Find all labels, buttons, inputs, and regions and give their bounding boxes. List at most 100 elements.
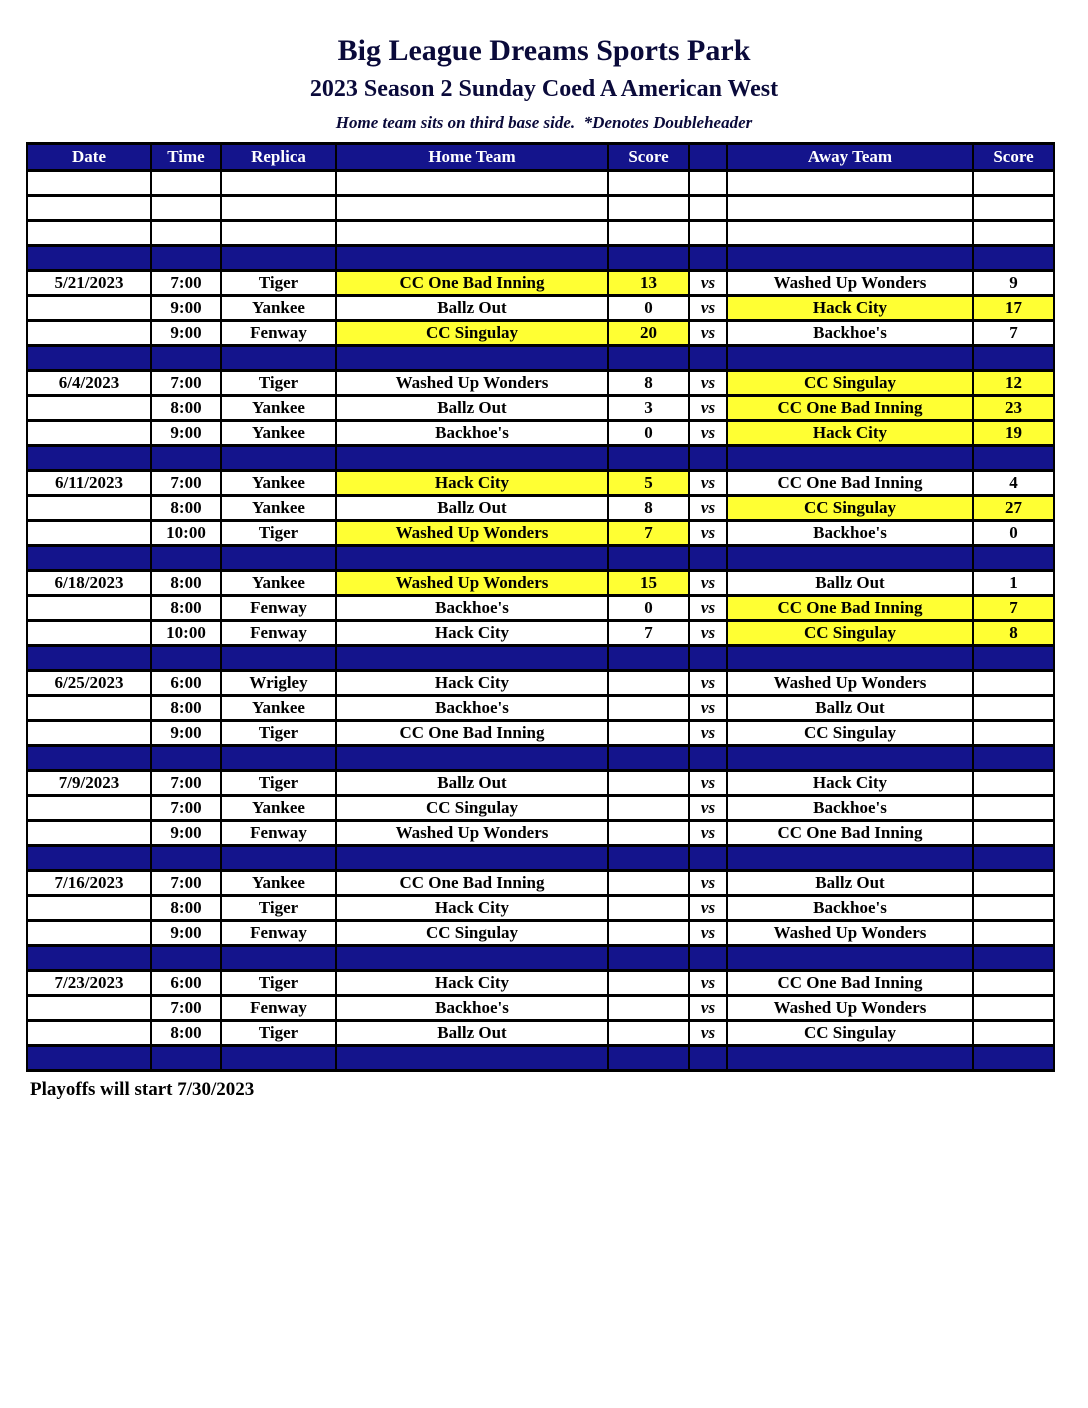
cell-replica: Yankee <box>220 294 337 322</box>
cell-home-score: 13 <box>607 269 690 297</box>
separator-row <box>26 244 1055 272</box>
game-row: 9:00 Yankee Backhoe's 0 vs Hack City 19 <box>26 419 1055 447</box>
cell-vs <box>688 169 728 197</box>
cell-away-score <box>972 1019 1055 1047</box>
cell-replica <box>220 219 337 247</box>
game-row: 9:00 Tiger CC One Bad Inning vs CC Singulay <box>26 719 1055 747</box>
cell-home-team <box>335 194 609 222</box>
cell-time: 6:00 <box>150 969 222 997</box>
cell-home-score <box>607 1044 690 1072</box>
cell-home-score <box>607 969 690 997</box>
cell-away-team <box>726 244 974 272</box>
cell-date: 6/4/2023 <box>26 369 152 397</box>
cell-away-team: Backhoe's <box>726 319 974 347</box>
cell-away-score <box>972 694 1055 722</box>
cell-home-team <box>335 744 609 772</box>
cell-away-score <box>972 219 1055 247</box>
cell-away-team: Backhoe's <box>726 519 974 547</box>
cell-vs: vs <box>688 794 728 822</box>
cell-home-score: 7 <box>607 619 690 647</box>
cell-away-team <box>726 944 974 972</box>
cell-replica: Fenway <box>220 594 337 622</box>
cell-time: 6:00 <box>150 669 222 697</box>
cell-vs: vs <box>688 519 728 547</box>
cell-time <box>150 344 222 372</box>
cell-away-team: Washed Up Wonders <box>726 994 974 1022</box>
cell-time: 9:00 <box>150 319 222 347</box>
cell-date: 6/25/2023 <box>26 669 152 697</box>
cell-away-team: Hack City <box>726 769 974 797</box>
cell-date: 7/23/2023 <box>26 969 152 997</box>
cell-time: 8:00 <box>150 494 222 522</box>
cell-home-team <box>335 944 609 972</box>
cell-away-team: Ballz Out <box>726 694 974 722</box>
separator-row <box>26 644 1055 672</box>
cell-replica <box>220 944 337 972</box>
cell-vs: vs <box>688 819 728 847</box>
cell-replica: Yankee <box>220 794 337 822</box>
separator-row <box>26 544 1055 572</box>
cell-away-team: Washed Up Wonders <box>726 669 974 697</box>
cell-date <box>26 919 152 947</box>
cell-home-team <box>335 244 609 272</box>
cell-away-score <box>972 1044 1055 1072</box>
cell-time: 8:00 <box>150 1019 222 1047</box>
cell-home-score: 0 <box>607 419 690 447</box>
cell-replica <box>220 344 337 372</box>
table-header-row: Date Time Replica Home Team Score Away T… <box>26 142 1055 172</box>
cell-away-score <box>972 169 1055 197</box>
cell-vs: vs <box>688 369 728 397</box>
cell-home-score <box>607 169 690 197</box>
cell-away-score: 7 <box>972 594 1055 622</box>
cell-replica: Fenway <box>220 319 337 347</box>
cell-home-score <box>607 894 690 922</box>
cell-home-score <box>607 1019 690 1047</box>
cell-vs: vs <box>688 419 728 447</box>
cell-away-score: 27 <box>972 494 1055 522</box>
cell-vs: vs <box>688 719 728 747</box>
cell-time: 7:00 <box>150 369 222 397</box>
cell-date <box>26 944 152 972</box>
game-row: 6/25/2023 6:00 Wrigley Hack City vs Washed Up… <box>26 669 1055 697</box>
cell-replica: Fenway <box>220 994 337 1022</box>
cell-time <box>150 194 222 222</box>
cell-replica: Yankee <box>220 469 337 497</box>
cell-home-score <box>607 719 690 747</box>
cell-home-score <box>607 944 690 972</box>
cell-replica <box>220 644 337 672</box>
cell-away-score <box>972 794 1055 822</box>
cell-home-score <box>607 819 690 847</box>
cell-replica: Tiger <box>220 969 337 997</box>
cell-away-team <box>726 444 974 472</box>
cell-away-score <box>972 719 1055 747</box>
cell-vs <box>688 219 728 247</box>
cell-away-team <box>726 544 974 572</box>
cell-away-team <box>726 1044 974 1072</box>
cell-home-team: Hack City <box>335 619 609 647</box>
cell-date <box>26 169 152 197</box>
cell-replica: Wrigley <box>220 669 337 697</box>
cell-home-team: CC Singulay <box>335 919 609 947</box>
cell-home-score <box>607 869 690 897</box>
cell-away-score <box>972 994 1055 1022</box>
cell-date <box>26 994 152 1022</box>
cell-away-score <box>972 919 1055 947</box>
cell-time <box>150 244 222 272</box>
separator-row <box>26 444 1055 472</box>
game-row: 7:00 Yankee CC Singulay vs Backhoe's <box>26 794 1055 822</box>
cell-home-score <box>607 344 690 372</box>
cell-vs: vs <box>688 494 728 522</box>
cell-replica: Tiger <box>220 719 337 747</box>
cell-date: 7/16/2023 <box>26 869 152 897</box>
cell-away-team <box>726 644 974 672</box>
cell-away-score <box>972 644 1055 672</box>
cell-time: 7:00 <box>150 269 222 297</box>
cell-home-team: CC One Bad Inning <box>335 269 609 297</box>
cell-home-team: Ballz Out <box>335 394 609 422</box>
cell-home-team: CC One Bad Inning <box>335 869 609 897</box>
cell-away-team: CC One Bad Inning <box>726 594 974 622</box>
game-row: 9:00 Yankee Ballz Out 0 vs Hack City 17 <box>26 294 1055 322</box>
cell-date <box>26 694 152 722</box>
cell-away-team: CC Singulay <box>726 1019 974 1047</box>
cell-home-score <box>607 694 690 722</box>
